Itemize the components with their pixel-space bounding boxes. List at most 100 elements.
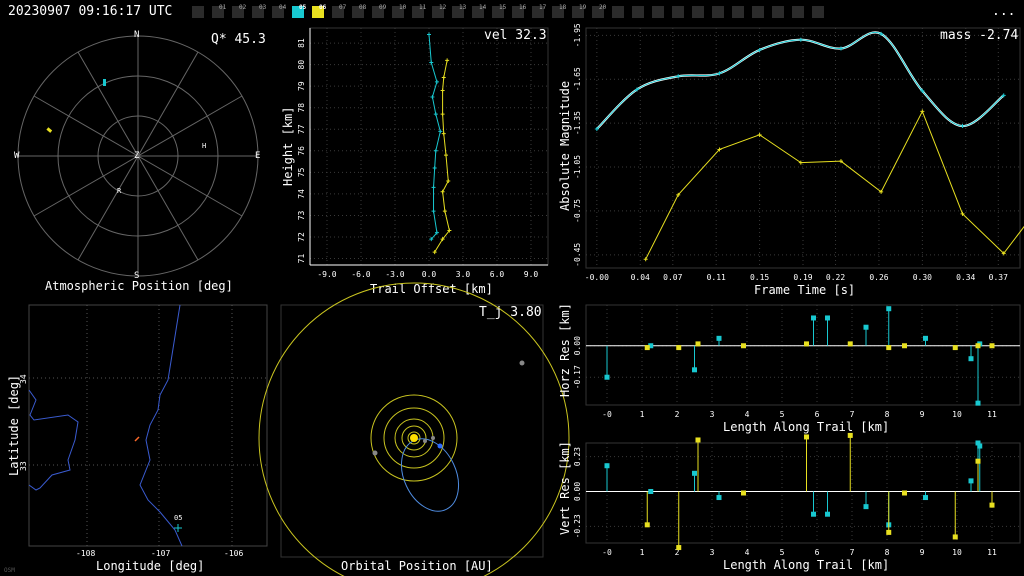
residual-point [741, 490, 746, 496]
camera-toggle-01[interactable]: 01 [212, 4, 226, 18]
data-point [441, 75, 446, 80]
camera-toggle-label: 11 [419, 4, 427, 11]
camera-toggle-02[interactable]: 02 [232, 4, 247, 18]
camera-toggle-slot27[interactable] [732, 6, 744, 18]
residual-point [716, 495, 722, 501]
residual-point [977, 443, 983, 449]
camera-toggle-04[interactable]: 04 [272, 4, 286, 18]
residual-point [847, 341, 853, 347]
camera-toggle-slot31[interactable] [812, 6, 824, 18]
residual-point [644, 522, 650, 528]
y-tick-label: 80 [297, 60, 306, 70]
camera-toggle-slot29[interactable] [772, 6, 784, 18]
camera-toggle-slot0[interactable] [192, 6, 204, 18]
camera-toggle-03[interactable]: 03 [252, 4, 267, 18]
magnitude-chart-xlabel: Frame Time [s] [754, 283, 856, 297]
camera-toggle-15[interactable]: 15 [492, 4, 507, 18]
x-tick-label: 1 [640, 410, 645, 419]
y-tick-label: -1.95 [573, 23, 582, 47]
x-tick-label: 0.37 [989, 273, 1008, 282]
x-tick-label: 2 [675, 410, 680, 419]
map-trail [134, 436, 140, 442]
camera-toggle-label: 16 [519, 4, 527, 11]
x-tick-label: 0.22 [826, 273, 845, 282]
camera-toggle-19[interactable]: 19 [572, 4, 586, 18]
camera-toggle-08[interactable]: 08 [352, 4, 366, 18]
data-point [440, 189, 445, 194]
x-tick-label: -9.0 [317, 270, 336, 279]
tisserand-value: T_j 3.80 [479, 305, 542, 320]
camera-toggle-slot30[interactable] [792, 6, 804, 18]
map-station-label: 05 [174, 514, 183, 522]
camera-toggle-slot22[interactable] [632, 6, 644, 18]
camera-toggle-label: 15 [499, 4, 507, 11]
camera-toggle-label: 05 [299, 4, 307, 11]
map-station-marker [174, 524, 182, 532]
camera-toggle-05[interactable]: 05 [292, 4, 307, 18]
camera-toggle-label: 06 [319, 4, 327, 11]
residual-point [902, 343, 907, 349]
camera-toggle-18[interactable]: 18 [552, 4, 567, 18]
camera-toggle-06[interactable]: 06 [312, 4, 327, 18]
y-tick-label: 71 [297, 254, 306, 264]
horz-res-xlabel: Length Along Trail [km] [723, 420, 890, 434]
camera-toggle-20[interactable]: 20 [592, 4, 606, 18]
camera-toggle-slot28[interactable] [752, 6, 764, 18]
camera-toggle-12[interactable]: 12 [432, 4, 446, 18]
timestamp: 20230907 09:16:17 UTC [8, 4, 173, 19]
x-tick-label: 9 [920, 548, 925, 557]
camera-toggle-10[interactable]: 10 [392, 4, 406, 18]
residual-point [811, 511, 816, 517]
camera-toggle-slot23[interactable] [652, 6, 664, 18]
y-tick-label: 76 [297, 146, 306, 156]
x-tick-label: 0.26 [869, 273, 888, 282]
data-point [960, 124, 965, 129]
camera-toggle-11[interactable]: 11 [412, 4, 427, 18]
orbit-jupiter [370, 394, 458, 482]
camera-toggle-slot25[interactable] [692, 6, 704, 18]
data-point [445, 58, 450, 63]
x-tick-label: 10 [952, 410, 962, 419]
y-tick-label: 81 [297, 38, 306, 48]
camera-toggle-slot26[interactable] [712, 6, 724, 18]
data-point [798, 37, 803, 42]
x-tick-label: 5 [780, 410, 785, 419]
camera-toggle-16[interactable]: 16 [512, 4, 527, 18]
y-tick-label: 78 [297, 103, 306, 113]
x-tick-label: 6.0 [490, 270, 505, 279]
camera-toggle-label: 02 [239, 4, 247, 11]
residual-point [923, 495, 928, 501]
data-point [433, 148, 438, 153]
camera-toggle-slot24[interactable] [672, 6, 684, 18]
data-point [594, 126, 599, 131]
residual-point [825, 315, 830, 321]
camera-toggle-label: 17 [539, 4, 547, 11]
y-tick-label: 75 [297, 167, 306, 177]
sun-marker [410, 434, 418, 442]
x-tick-label: -3.0 [385, 270, 404, 279]
camera-toggle-14[interactable]: 14 [472, 4, 486, 18]
x-tick-label: 8 [885, 548, 890, 557]
residual-point [902, 490, 907, 496]
more-menu-button[interactable]: ... [992, 4, 1016, 19]
y-tick-label: 74 [297, 189, 306, 199]
residual-point [695, 341, 701, 347]
camera-toggle-label: 03 [259, 4, 267, 11]
camera-toggle-09[interactable]: 09 [372, 4, 387, 18]
camera-toggle-label: 18 [559, 4, 567, 11]
camera-toggle-13[interactable]: 13 [452, 4, 466, 18]
residual-point [968, 478, 974, 484]
camera-toggle-label: 09 [379, 4, 387, 11]
data-point [446, 178, 451, 183]
camera-toggle-07[interactable]: 07 [332, 4, 346, 18]
vert-res-ylabel: Vert Res [km] [558, 441, 572, 535]
x-tick-label: 0.34 [956, 273, 975, 282]
camera-toggle-slot21[interactable] [612, 6, 624, 18]
camera-toggle-17[interactable]: 17 [532, 4, 547, 18]
residual-point [989, 343, 995, 349]
